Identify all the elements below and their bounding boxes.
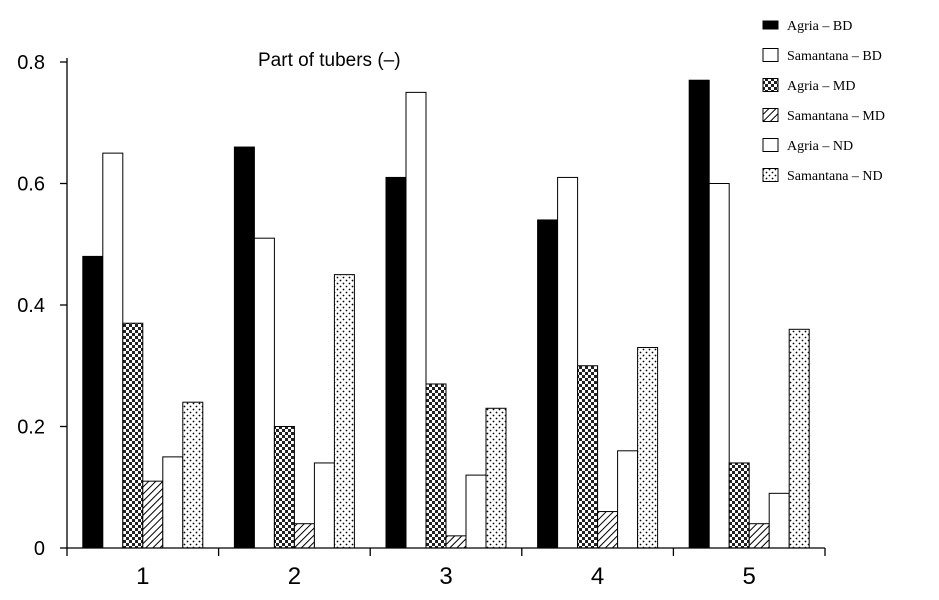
bar-samantana-bd-cat-1 (102, 152, 124, 549)
bar-agria-nd-cat-3 (465, 474, 487, 549)
legend-swatch-agria-md (762, 78, 779, 92)
bar-agria-bd-cat-2 (233, 146, 255, 549)
legend-swatch-samantana-nd (762, 168, 779, 182)
bar-samantana-md-cat-3 (445, 535, 467, 549)
axes-group: 0 0.2 0.4 0.6 0.8 1 2 3 4 5 (17, 52, 826, 590)
bar-agria-md-cat-4 (577, 365, 599, 549)
legend-swatch-samantana-bd (762, 48, 779, 62)
bar-samantana-nd-cat-5 (788, 328, 810, 549)
bar-samantana-nd-cat-4 (637, 347, 659, 549)
bar-samantana-bd-cat-3 (405, 91, 427, 549)
bar-samantana-nd-cat-1 (182, 401, 204, 549)
bar-agria-bd-cat-5 (688, 79, 710, 549)
y-tick-label: 0.2 (17, 417, 45, 439)
y-tick-label: 0.8 (17, 52, 45, 74)
legend-label-samantana-nd: Samantana – ND (787, 169, 883, 184)
bar-agria-nd-cat-4 (617, 450, 639, 549)
bar-samantana-nd-cat-3 (485, 407, 507, 549)
bar-agria-md-cat-5 (728, 462, 750, 549)
bar-samantana-bd-cat-5 (708, 183, 730, 549)
bar-agria-md-cat-1 (122, 322, 144, 549)
y-tick-label: 0.4 (17, 295, 45, 317)
bars-group (82, 79, 810, 549)
x-tick-label: 5 (743, 563, 756, 590)
bar-agria-md-cat-2 (273, 426, 295, 549)
legend: Agria – BD Samantana – BD Agria – MD Samant… (762, 19, 885, 184)
bar-samantana-md-cat-2 (293, 523, 315, 549)
legend-label-agria-md: Agria – MD (787, 79, 855, 94)
y-tick-label: 0 (34, 538, 45, 560)
chart-title: Part of tubers (–) (258, 50, 401, 71)
bar-agria-nd-cat-2 (313, 462, 335, 549)
bar-agria-bd-cat-1 (82, 255, 104, 549)
bar-samantana-md-cat-5 (748, 523, 770, 549)
bar-samantana-nd-cat-2 (333, 274, 355, 549)
legend-label-samantana-bd: Samantana – BD (787, 49, 882, 64)
legend-swatch-samantana-md (762, 108, 779, 122)
bar-agria-bd-cat-3 (385, 176, 407, 549)
legend-label-agria-nd: Agria – ND (787, 139, 853, 154)
legend-swatch-agria-nd (762, 138, 779, 152)
bar-samantana-md-cat-4 (597, 511, 619, 549)
legend-label-agria-bd: Agria – BD (787, 19, 852, 34)
x-tick-label: 1 (136, 563, 149, 590)
bar-samantana-bd-cat-4 (557, 176, 579, 549)
bar-agria-bd-cat-4 (537, 219, 559, 549)
bar-agria-md-cat-3 (425, 383, 447, 549)
bar-samantana-bd-cat-2 (253, 237, 275, 549)
x-tick-label: 4 (591, 563, 604, 590)
bar-agria-nd-cat-1 (162, 456, 184, 549)
y-tick-label: 0.6 (17, 174, 45, 196)
legend-label-samantana-md: Samantana – MD (787, 109, 885, 124)
bar-samantana-md-cat-1 (142, 480, 164, 549)
legend-swatch-agria-bd (762, 20, 779, 30)
x-tick-label: 2 (288, 563, 301, 590)
bar-agria-nd-cat-5 (768, 492, 790, 549)
x-tick-label: 3 (439, 563, 452, 590)
